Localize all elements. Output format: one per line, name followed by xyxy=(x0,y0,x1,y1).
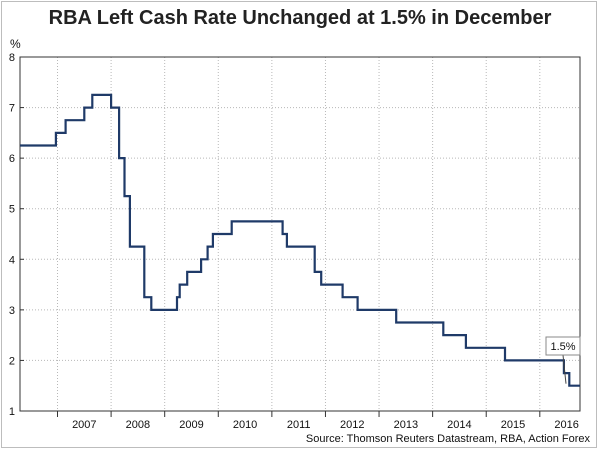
cash-rate-series-line xyxy=(20,93,580,387)
y-tick-label: 1 xyxy=(9,406,15,418)
chart-title: RBA Left Cash Rate Unchanged at 1.5% in … xyxy=(48,7,552,29)
plot-area-border xyxy=(19,56,581,412)
x-tick-label: 2009 xyxy=(179,419,203,431)
y-tick-label: 8 xyxy=(9,52,15,64)
x-tick-label: 2007 xyxy=(72,419,96,431)
x-tick-label: 2011 xyxy=(287,419,311,431)
y-tick-label: 7 xyxy=(9,103,15,115)
y-tick-label: 4 xyxy=(9,254,15,266)
source-note: Source: Thomson Reuters Datastream, RBA,… xyxy=(305,433,590,445)
y-tick-label: 5 xyxy=(9,204,15,216)
callout-box xyxy=(545,336,581,356)
x-axis-ticks: 2007 2008 2009 2010 2011 2012 2013 2014 2015 2016 xyxy=(57,411,579,431)
last-value-callout: 1.5% xyxy=(545,336,581,384)
y-tick-label: 6 xyxy=(9,153,15,165)
x-tick-label: 2016 xyxy=(554,419,578,431)
y-axis-unit-label: % xyxy=(10,37,21,51)
callout-label: 1.5% xyxy=(550,341,575,353)
x-tick-label: 2008 xyxy=(126,419,150,431)
x-tick-label: 2013 xyxy=(394,419,418,431)
x-tick-label: 2015 xyxy=(501,419,525,431)
x-tick-label: 2010 xyxy=(233,419,257,431)
y-axis-ticks: 1 2 3 4 5 6 7 8 xyxy=(9,52,24,418)
gridlines xyxy=(20,56,580,412)
x-tick-label: 2014 xyxy=(447,419,471,431)
y-tick-label: 2 xyxy=(9,355,15,367)
x-tick-label: 2012 xyxy=(340,419,364,431)
callout-leader-line xyxy=(562,354,567,384)
y-tick-label: 3 xyxy=(9,305,15,317)
